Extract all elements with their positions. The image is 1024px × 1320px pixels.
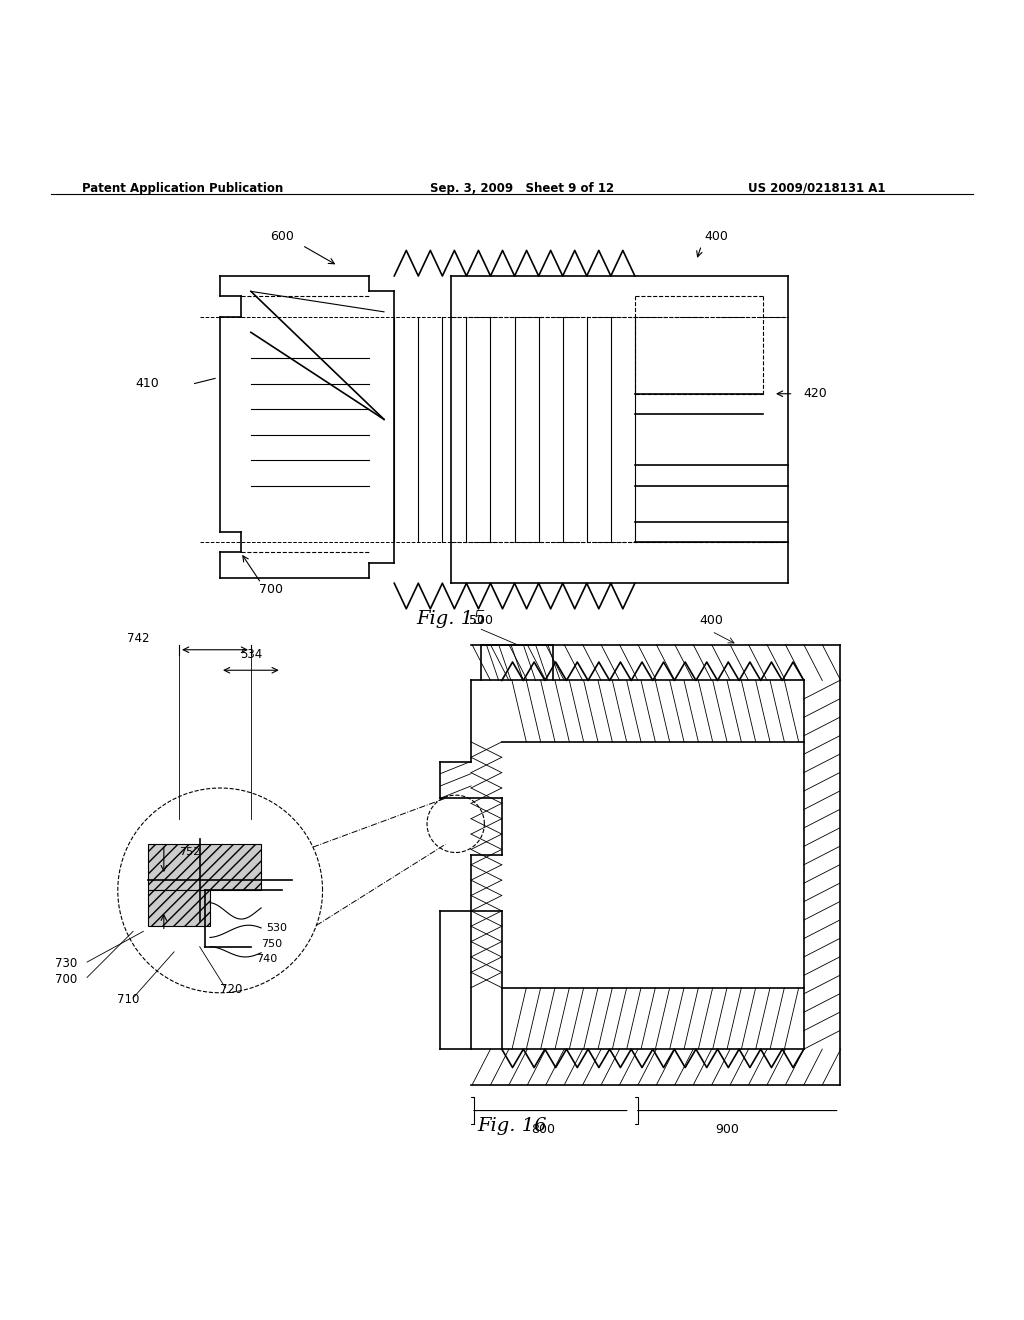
Text: 400: 400 bbox=[705, 230, 729, 243]
Text: 740: 740 bbox=[256, 954, 278, 964]
Text: 710: 710 bbox=[117, 993, 139, 1006]
Text: Fig. 15: Fig. 15 bbox=[416, 610, 485, 628]
Bar bbox=[148, 845, 261, 891]
Text: 900: 900 bbox=[715, 1123, 739, 1137]
Text: Sep. 3, 2009   Sheet 9 of 12: Sep. 3, 2009 Sheet 9 of 12 bbox=[430, 182, 614, 195]
Text: 742: 742 bbox=[127, 631, 150, 644]
Text: 500: 500 bbox=[469, 614, 494, 627]
Text: 410: 410 bbox=[135, 378, 159, 389]
Text: 700: 700 bbox=[54, 973, 77, 986]
Text: Patent Application Publication: Patent Application Publication bbox=[82, 182, 284, 195]
Text: 420: 420 bbox=[804, 387, 827, 400]
Text: 720: 720 bbox=[220, 983, 243, 995]
Text: 750: 750 bbox=[261, 939, 283, 949]
Text: US 2009/0218131 A1: US 2009/0218131 A1 bbox=[748, 182, 885, 195]
Text: 752: 752 bbox=[179, 846, 201, 857]
Text: 530: 530 bbox=[266, 924, 288, 933]
Text: 800: 800 bbox=[530, 1123, 555, 1137]
Text: 534: 534 bbox=[240, 648, 262, 661]
Text: 600: 600 bbox=[269, 230, 294, 243]
Bar bbox=[148, 891, 210, 927]
Text: Fig. 16: Fig. 16 bbox=[477, 1117, 547, 1135]
Text: 700: 700 bbox=[259, 583, 284, 597]
Text: 730: 730 bbox=[54, 957, 77, 970]
Text: 400: 400 bbox=[699, 614, 724, 627]
